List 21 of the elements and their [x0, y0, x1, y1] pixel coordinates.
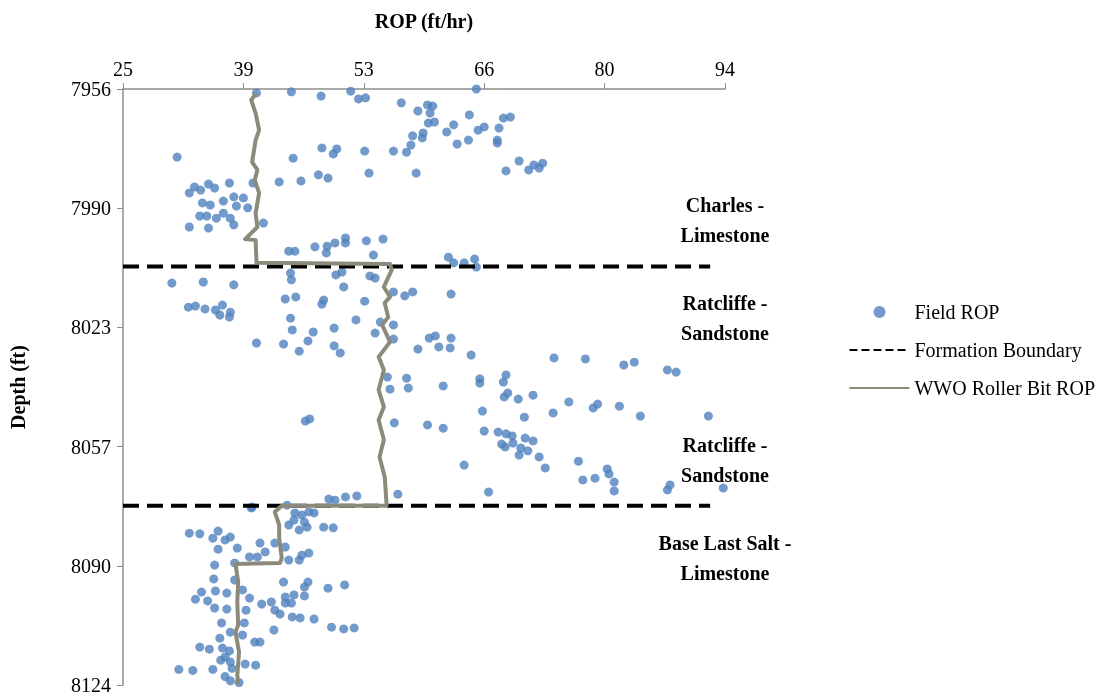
legend-label: Formation Boundary — [914, 339, 1082, 362]
y-tick-label: 8090 — [71, 554, 111, 577]
x-tick-label: 66 — [474, 58, 495, 80]
x-tick-label: 53 — [353, 58, 374, 80]
annotation: Ratcliffe - Sandstone — [681, 292, 770, 344]
x-tick-label: 25 — [113, 58, 133, 80]
x-tick-label: 39 — [233, 58, 254, 80]
legend-label: Field ROP — [914, 301, 1000, 323]
legend-label: WWO Roller Bit ROP — [914, 377, 1095, 399]
y-tick-label: 7956 — [71, 78, 111, 100]
annotation: Base Last Salt - Limestone — [658, 532, 792, 584]
annotation: Ratcliffe - Sandstone — [681, 434, 770, 486]
x-tick-label: 80 — [594, 58, 615, 80]
y-axis-title: Depth (ft) — [7, 345, 30, 429]
annotation: Charles - Limestone — [680, 194, 770, 246]
x-axis-title: ROP (ft/hr) — [374, 10, 474, 33]
x-tick-label: 94 — [715, 58, 735, 80]
y-tick-label: 7990 — [71, 197, 111, 220]
y-tick-label: 8124 — [71, 674, 111, 696]
y-tick-label: 8023 — [71, 316, 111, 339]
y-tick-label: 8057 — [71, 435, 111, 458]
